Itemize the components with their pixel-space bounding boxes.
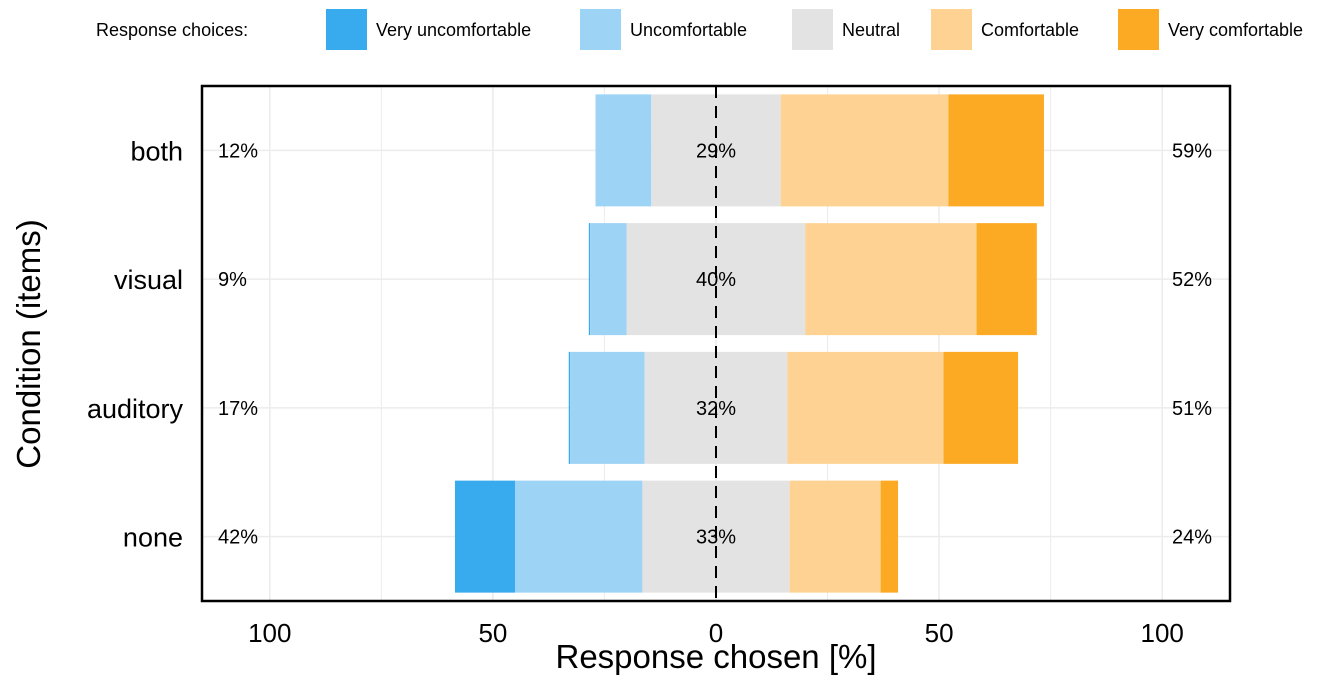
x-axis-title: Response chosen [%] [555, 638, 876, 675]
bars [454, 94, 1044, 593]
center-percent-label: 33% [696, 527, 736, 549]
legend-swatch [1118, 9, 1159, 50]
bar-segment [590, 223, 627, 336]
x-tick-label: 0 [709, 618, 723, 648]
bar-segment [570, 351, 645, 464]
bar-segment [880, 480, 899, 593]
category-label: both [130, 136, 183, 166]
x-tick-labels: 100 50 0 50 100 [248, 618, 1184, 648]
right-percent-label: 59% [1172, 140, 1212, 162]
bar-segment [943, 351, 1019, 464]
bar-segment [454, 480, 516, 593]
y-axis-title: Condition (items) [10, 219, 47, 468]
legend-swatch [580, 9, 621, 50]
category-label: auditory [87, 394, 184, 424]
bar-segment [948, 94, 1044, 207]
legend-swatch [792, 9, 833, 50]
right-percent-label: 24% [1172, 527, 1212, 549]
right-percent-label: 52% [1172, 269, 1212, 291]
plot-frame [200, 84, 1232, 603]
category-label: visual [114, 265, 183, 295]
legend-swatch [931, 9, 972, 50]
bar-segment [789, 480, 881, 593]
x-tick-label: 50 [925, 618, 954, 648]
center-percent-label: 29% [696, 140, 736, 162]
bar-segment [976, 223, 1037, 336]
legend-title: Response choices: [96, 20, 248, 40]
bar-segment [515, 480, 643, 593]
legend-label: Uncomfortable [630, 20, 747, 40]
x-tick-label: 50 [478, 618, 507, 648]
category-labels: both visual auditory none [87, 136, 184, 552]
center-percent-label: 40% [696, 269, 736, 291]
x-tick-label: 100 [1141, 618, 1184, 648]
percent-labels: 12% 29% 59% 9% 40% 52% 17% 32% 51% 42% 33% 24% [218, 140, 1212, 548]
bar-segment [588, 223, 591, 336]
left-percent-label: 9% [218, 269, 247, 291]
category-label: none [123, 523, 183, 553]
legend-label: Very uncomfortable [376, 20, 531, 40]
bar-segment [595, 94, 652, 207]
bar-segment [568, 351, 571, 464]
bar-segment [805, 223, 977, 336]
right-percent-label: 51% [1172, 398, 1212, 420]
bar-segment [787, 351, 944, 464]
left-percent-label: 12% [218, 140, 258, 162]
legend-label: Very comfortable [1168, 20, 1303, 40]
legend-swatch [326, 9, 367, 50]
center-percent-label: 32% [696, 398, 736, 420]
left-percent-label: 42% [218, 527, 258, 549]
legend: Response choices: Very uncomfortable Unco… [96, 9, 1303, 50]
x-tick-label: 100 [248, 618, 291, 648]
bar-segment [780, 94, 949, 207]
legend-label: Neutral [842, 20, 900, 40]
left-percent-label: 17% [218, 398, 258, 420]
legend-label: Comfortable [981, 20, 1079, 40]
